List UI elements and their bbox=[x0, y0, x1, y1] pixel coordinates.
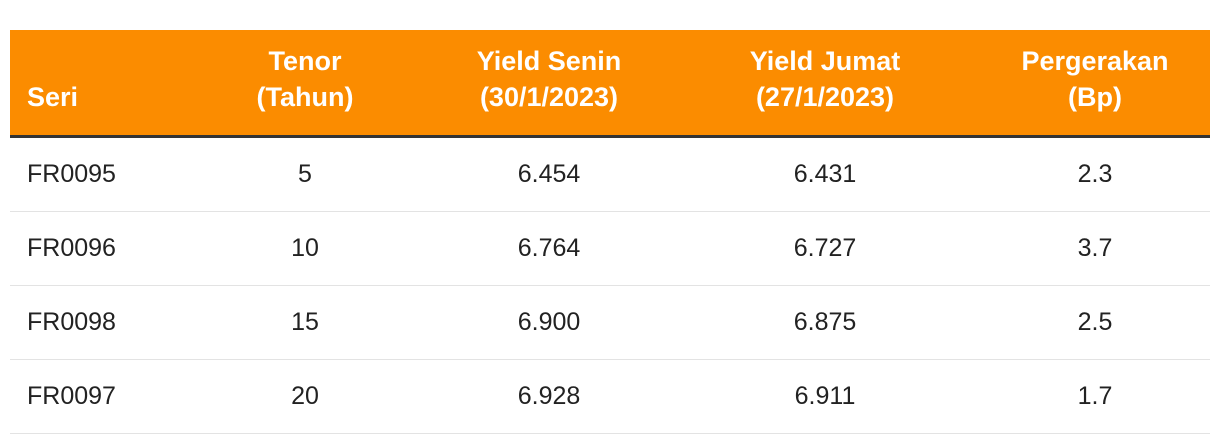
table-header: Seri Tenor (Tahun) Yield Senin (30/1/2023) Yi… bbox=[10, 30, 1210, 138]
header-text: Pergerakan bbox=[1021, 46, 1169, 76]
table-row: FR0095 5 6.454 6.431 2.3 bbox=[10, 138, 1210, 212]
table-cell: 20 bbox=[205, 360, 405, 433]
header-text: Seri bbox=[27, 82, 79, 112]
table-cell: FR0096 bbox=[27, 212, 227, 285]
table-cell: 3.7 bbox=[995, 212, 1195, 285]
header-text: Yield Senin bbox=[476, 46, 622, 76]
table-cell: 6.928 bbox=[449, 360, 649, 433]
table: Seri Tenor (Tahun) Yield Senin (30/1/2023) Yi… bbox=[10, 30, 1210, 442]
header-text: (27/1/2023) bbox=[755, 82, 895, 112]
header-text: (Bp) bbox=[1068, 82, 1122, 112]
header-cell: Yield Senin (30/1/2023) bbox=[449, 30, 649, 135]
header-text: (30/1/2023) bbox=[479, 82, 619, 112]
header-text: Tenor bbox=[268, 46, 342, 76]
table-cell: 6.727 bbox=[725, 212, 925, 285]
table-cell: 6.911 bbox=[725, 360, 925, 433]
table-cell: 15 bbox=[205, 286, 405, 359]
cell-text: 10 bbox=[291, 234, 319, 262]
table-cell: 6.431 bbox=[725, 138, 925, 211]
cell-text: 6.727 bbox=[793, 234, 857, 262]
table-cell: 2.5 bbox=[995, 286, 1195, 359]
cell-text: 2.3 bbox=[1077, 160, 1113, 188]
table-cell: 6.454 bbox=[449, 138, 649, 211]
cell-text: FR0098 bbox=[27, 308, 116, 336]
cell-text: FR0095 bbox=[27, 160, 116, 188]
header-cell: Pergerakan (Bp) bbox=[995, 30, 1195, 135]
table-cell: FR0097 bbox=[27, 360, 227, 433]
cell-text: 6.900 bbox=[517, 308, 581, 336]
table-row: FR0097 20 6.928 6.911 1.7 bbox=[10, 360, 1210, 434]
cell-text: 6.764 bbox=[517, 234, 581, 262]
header-text: (Tahun) bbox=[256, 82, 354, 112]
table-cell: FR0098 bbox=[27, 286, 227, 359]
cell-text: 6.875 bbox=[793, 308, 857, 336]
cell-text: 15 bbox=[291, 308, 319, 336]
cell-text: FR0096 bbox=[27, 234, 116, 262]
header-cell: Yield Jumat (27/1/2023) bbox=[725, 30, 925, 135]
header-cell: Seri bbox=[27, 30, 227, 135]
cell-text: 6.911 bbox=[794, 382, 856, 410]
cell-text: 5 bbox=[298, 160, 312, 188]
cell-text: 6.928 bbox=[517, 382, 581, 410]
table-cell: 6.875 bbox=[725, 286, 925, 359]
cell-text: 20 bbox=[291, 382, 319, 410]
table-cell: 6.900 bbox=[449, 286, 649, 359]
cell-text: 6.431 bbox=[793, 160, 857, 188]
table-cell: 5 bbox=[205, 138, 405, 211]
table-cell: 10 bbox=[205, 212, 405, 285]
cell-text: 1.7 bbox=[1077, 382, 1113, 410]
table-cell: 1.7 bbox=[995, 360, 1195, 433]
table-cell: FR0095 bbox=[27, 138, 227, 211]
header-cell: Tenor (Tahun) bbox=[205, 30, 405, 135]
table-row: FR0096 10 6.764 6.727 3.7 bbox=[10, 212, 1210, 286]
table-cell: 6.764 bbox=[449, 212, 649, 285]
cell-text: 2.5 bbox=[1077, 308, 1113, 336]
header-text: Yield Jumat bbox=[749, 46, 901, 76]
cell-text: FR0097 bbox=[27, 382, 116, 410]
cell-text: 6.454 bbox=[517, 160, 581, 188]
table-row: FR0098 15 6.900 6.875 2.5 bbox=[10, 286, 1210, 360]
cell-text: 3.7 bbox=[1077, 234, 1113, 262]
table-cell: 2.3 bbox=[995, 138, 1195, 211]
